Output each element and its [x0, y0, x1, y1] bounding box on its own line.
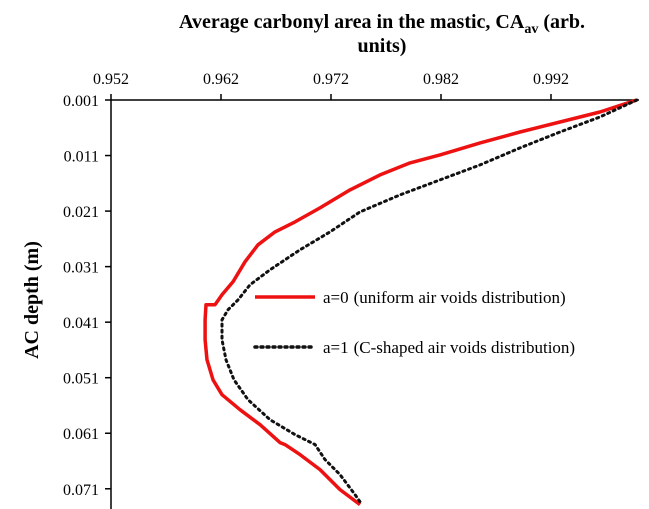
y-tick-label: 0.021 — [63, 204, 99, 221]
y-tick-label: 0.051 — [63, 371, 99, 388]
y-tick-label: 0.001 — [63, 93, 99, 110]
legend-label: a=0 (uniform air voids distribution) — [323, 288, 566, 307]
x-tick-label: 0.952 — [93, 71, 129, 88]
legend-label: a=1 (C-shaped air voids distribution) — [323, 338, 575, 357]
x-tick-label: 0.972 — [313, 71, 349, 88]
x-tick-label: 0.992 — [533, 71, 569, 88]
y-tick-label: 0.071 — [63, 482, 99, 499]
legend-name: a=0 — [323, 288, 349, 307]
x-tick-label: 0.962 — [203, 71, 239, 88]
x-tick-label: 0.982 — [423, 71, 459, 88]
title-text: (arb. — [538, 11, 585, 33]
title-subscript: av — [524, 22, 538, 37]
title-text: Average carbonyl area in the mastic, CA — [179, 11, 525, 33]
legend-description: (uniform air voids distribution) — [354, 288, 566, 307]
y-tick-label: 0.011 — [64, 149, 99, 166]
y-tick-label: 0.061 — [63, 426, 99, 443]
y-tick-label: 0.031 — [63, 260, 99, 277]
legend-name: a=1 — [323, 338, 349, 357]
y-tick-label: 0.041 — [63, 315, 99, 332]
chart-title: Average carbonyl area in the mastic, CAa… — [179, 11, 585, 37]
legend-description: (C-shaped air voids distribution) — [354, 338, 575, 357]
series-line — [220, 98, 639, 507]
series-line — [203, 98, 638, 506]
chart-title: units) — [358, 35, 407, 57]
y-axis-label: AC depth (m) — [21, 241, 43, 359]
